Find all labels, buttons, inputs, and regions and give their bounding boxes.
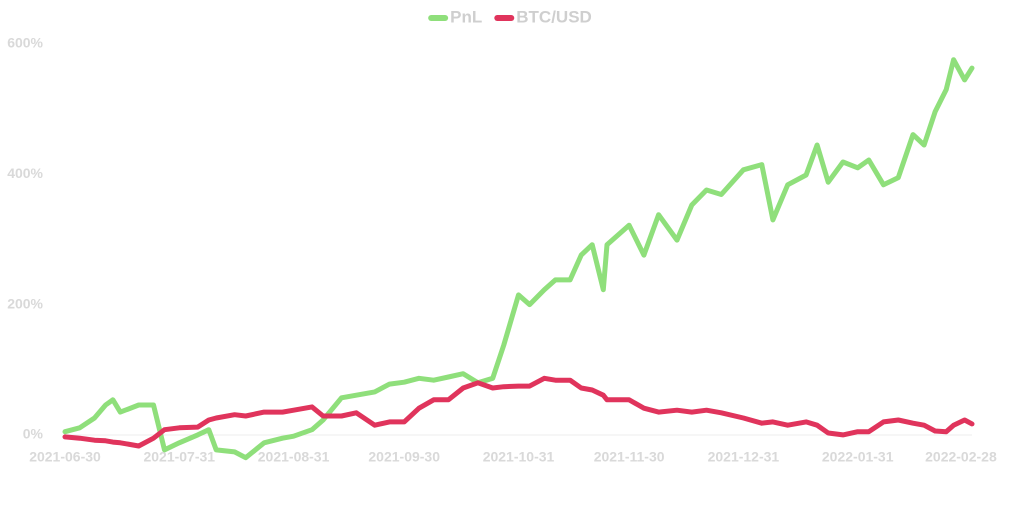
x-tick-label: 2022-01-31 xyxy=(822,449,894,465)
x-tick-label: 2021-12-31 xyxy=(708,449,780,465)
legend-label: BTC/USD xyxy=(516,7,592,26)
x-tick-label: 2021-11-30 xyxy=(594,449,665,465)
series-line xyxy=(62,375,975,449)
series-line xyxy=(62,57,975,461)
y-tick-label: 400% xyxy=(7,165,43,181)
y-tick-label: 0% xyxy=(23,426,44,442)
x-tick-label: 2022-02-28 xyxy=(925,449,997,465)
x-tick-label: 2021-06-30 xyxy=(29,449,101,465)
legend-label: PnL xyxy=(450,7,482,26)
x-tick-label: 2021-07-31 xyxy=(143,449,215,465)
x-tick-label: 2021-08-31 xyxy=(258,449,330,465)
x-tick-label: 2021-10-31 xyxy=(483,449,555,465)
y-tick-label: 600% xyxy=(7,35,43,51)
y-tick-label: 200% xyxy=(7,295,43,311)
x-tick-label: 2021-09-30 xyxy=(368,449,440,465)
